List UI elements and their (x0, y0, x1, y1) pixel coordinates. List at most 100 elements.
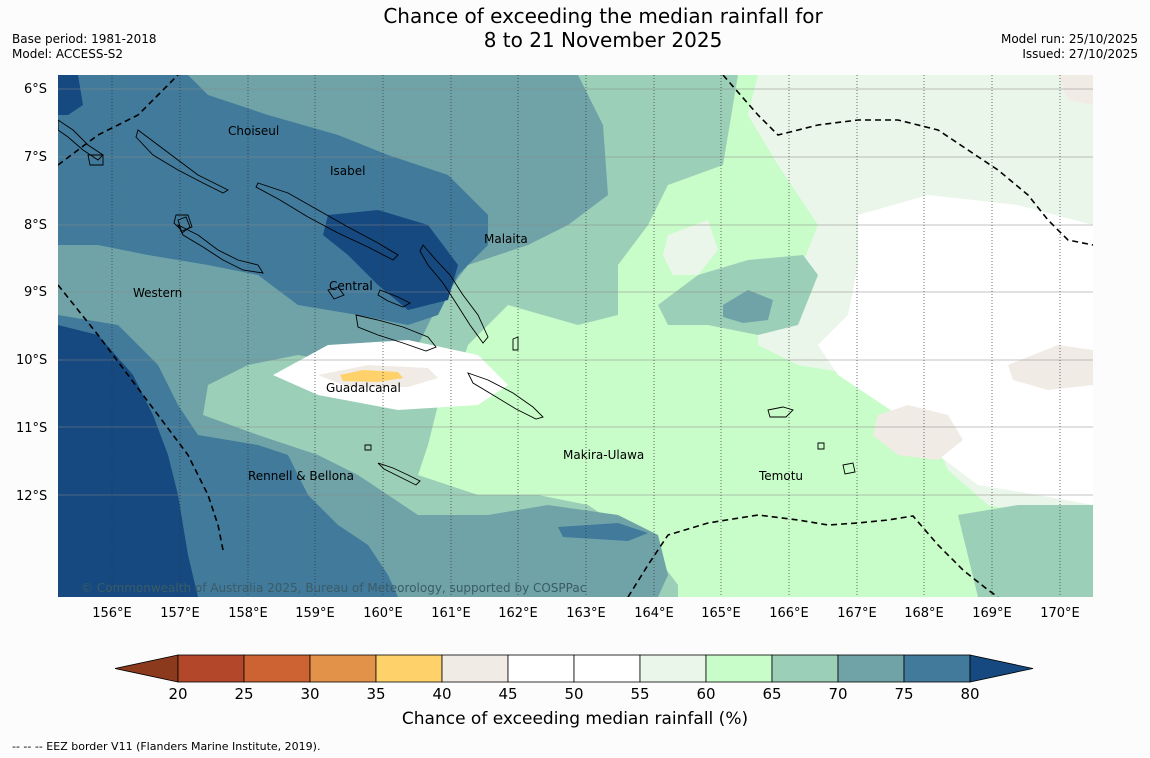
rainfall-map (58, 75, 1093, 597)
band-gt80-nw (58, 75, 83, 115)
colorbar-title: Chance of exceeding median rainfall (%) (401, 709, 749, 729)
band-gt80-north (323, 210, 458, 310)
band-40-45-ne (1058, 75, 1093, 105)
band-gt80-west (58, 325, 198, 597)
map-title: Chance of exceeding the median rainfall … (0, 4, 1150, 52)
lon-label-165e: 165°E (701, 606, 741, 621)
colorbar (114, 654, 1034, 683)
lon-label-166e: 166°E (769, 606, 809, 621)
colorbar-segment-c65_70 (771, 654, 839, 683)
colorbar-tick-75: 75 (894, 685, 914, 703)
island-choiseul (135, 129, 229, 194)
lon-label-162e: 162°E (498, 606, 538, 621)
colorbar-tick-50: 50 (564, 685, 584, 703)
colorbar-segment-c30_35 (309, 654, 377, 683)
model-run: Model run: 25/10/2025 (1000, 32, 1138, 46)
lon-label-156e: 156°E (92, 606, 132, 621)
colorbar-tick-20: 20 (168, 685, 188, 703)
colorbar-segment-c40_45 (441, 654, 509, 683)
colorbar-segments (114, 654, 1034, 683)
lat-label-12s: 12°S (16, 489, 48, 504)
island-utupua (817, 442, 825, 450)
colorbar-segment-c75_80 (903, 654, 971, 683)
colorbar-tick-35: 35 (366, 685, 386, 703)
colorbar-segment-c45_50 (507, 654, 575, 683)
island-malaita (419, 244, 489, 344)
lon-label-161e: 161°E (431, 606, 471, 621)
label-choiseul: Choiseul (228, 124, 280, 138)
island-santa-cruz (767, 406, 794, 418)
island-rennell (377, 462, 421, 486)
colorbar-tick-25: 25 (234, 685, 254, 703)
lat-label-9s: 9°S (24, 285, 48, 300)
island-ulawa (512, 336, 519, 351)
label-makira-ulawa: Makira-Ulawa (563, 448, 645, 462)
coastlines (58, 119, 856, 486)
island-isabel (255, 182, 399, 261)
label-guadalcanal: Guadalcanal (326, 381, 401, 395)
band-35-40-guadalcanal (340, 370, 403, 382)
label-temotu: Temotu (759, 469, 804, 483)
colorbar-segment-c55_60 (639, 654, 707, 683)
lat-label-10s: 10°S (16, 353, 48, 368)
colorbar-tick-70: 70 (828, 685, 848, 703)
colorbar-tick-45: 45 (498, 685, 518, 703)
band-70-75-east (723, 290, 773, 323)
colorbar-segment-c25_30 (243, 654, 311, 683)
lat-label-6s: 6°S (24, 82, 48, 97)
meta-right: Model run: 25/10/2025 Issued: 27/10/2025 (1001, 32, 1138, 62)
lon-label-160e: 160°E (363, 606, 403, 621)
gridlines-lon (111, 75, 1061, 597)
lat-label-8s: 8°S (24, 218, 48, 233)
island-kolombangara (177, 216, 191, 234)
colorbar-segment-c35_40 (375, 654, 443, 683)
lat-label-11s: 11°S (16, 421, 48, 436)
label-rennell-bellona: Rennell & Bellona (248, 469, 355, 483)
lon-label-159e: 159°E (295, 606, 335, 621)
lon-label-164e: 164°E (634, 606, 674, 621)
colorbar-extend-high (969, 654, 1034, 683)
colorbar-tick-55: 55 (630, 685, 650, 703)
copyright-notice: © Commonwealth of Australia 2025, Bureau… (81, 581, 587, 595)
eez-border-west (58, 284, 224, 551)
lon-label-158e: 158°E (228, 606, 268, 621)
title-line-1: Chance of exceeding the median rainfall … (383, 4, 823, 28)
island-florida (377, 289, 411, 308)
colorbar-segment-c20_25 (177, 654, 245, 683)
eez-border-north-west (58, 75, 179, 166)
colorbar-segment-c60_65 (705, 654, 773, 683)
colorbar-tick-65: 65 (762, 685, 782, 703)
model-name: Model: ACCESS-S2 (12, 47, 124, 61)
eez-border-south (627, 514, 999, 597)
gridlines (58, 88, 1093, 496)
band-65-70-east (658, 255, 818, 335)
colorbar-segment-c50_55 (573, 654, 641, 683)
lon-label-157e: 157°E (160, 606, 200, 621)
island-guadalcanal (355, 314, 437, 352)
lat-label-7s: 7°S (24, 150, 48, 165)
title-line-2: 8 to 21 November 2025 (483, 28, 723, 52)
band-40-45-east1 (873, 405, 963, 460)
label-malaita: Malaita (484, 232, 528, 246)
eez-borders (58, 75, 1093, 597)
band-50-55-east (818, 195, 1093, 505)
island-vanikoro (842, 462, 856, 475)
lon-label-163e: 163°E (566, 606, 606, 621)
meta-left: Base period: 1981-2018 Model: ACCESS-S2 (12, 32, 157, 62)
colorbar-tick-40: 40 (432, 685, 452, 703)
band-55-60-mid (663, 220, 718, 275)
label-western: Western (133, 286, 183, 300)
island-new-georgia (176, 223, 264, 274)
island-bougainville (58, 119, 104, 161)
island-russell (327, 286, 345, 300)
colorbar-tick-80: 80 (960, 685, 980, 703)
colorbar-extend-low (114, 654, 179, 683)
colorbar-tick-60: 60 (696, 685, 716, 703)
lon-label-168e: 168°E (904, 606, 944, 621)
island-bellona (364, 444, 372, 451)
eez-border-north-east (722, 75, 1093, 246)
colorbar-segment-c70_75 (837, 654, 905, 683)
lon-label-170e: 170°E (1040, 606, 1080, 621)
island-makira (467, 372, 544, 420)
colorbar-tick-30: 30 (300, 685, 320, 703)
